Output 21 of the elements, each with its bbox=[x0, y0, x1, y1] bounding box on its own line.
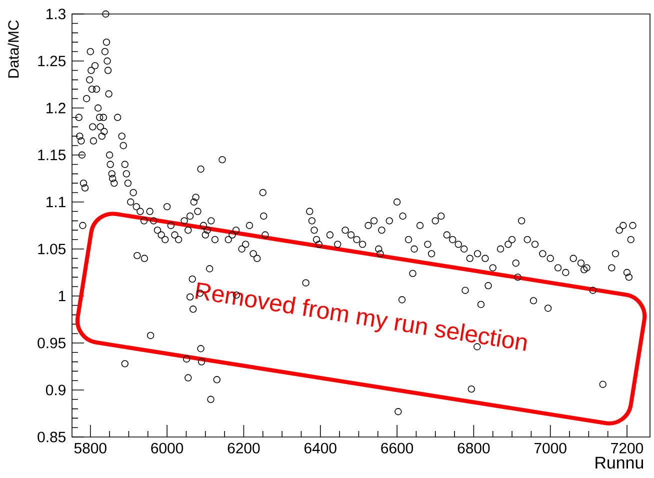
y-tick-label: 1.05 bbox=[38, 244, 66, 254]
y-tick-label: 1.2 bbox=[46, 102, 66, 114]
y-tick-label: 1.3 bbox=[46, 8, 66, 20]
y-tick-label: 0.95 bbox=[38, 338, 66, 348]
y-axis-title: Data/MC bbox=[8, 20, 19, 78]
x-axis-title: Runnu bbox=[596, 456, 644, 469]
x-tick-label: 6000 bbox=[151, 442, 184, 454]
x-tick-label: 6400 bbox=[304, 442, 336, 454]
y-tick-label: 1.15 bbox=[38, 150, 66, 160]
annotation: Removed from my run selection bbox=[195, 282, 527, 351]
x-tick-label: 7200 bbox=[611, 442, 644, 454]
y-tick-label: 1.25 bbox=[38, 56, 66, 66]
x-tick-label: 5800 bbox=[74, 442, 106, 454]
x-tick-label: 6600 bbox=[381, 442, 414, 454]
y-tick-label: 1 bbox=[58, 290, 66, 302]
x-tick-label: 6200 bbox=[228, 442, 260, 454]
y-tick-label: 0.9 bbox=[46, 384, 66, 396]
y-tick-label: 0.85 bbox=[38, 432, 66, 442]
x-tick-label: 7000 bbox=[534, 442, 566, 454]
y-tick-label: 1.1 bbox=[46, 196, 66, 208]
x-tick-label: 6800 bbox=[458, 442, 490, 454]
